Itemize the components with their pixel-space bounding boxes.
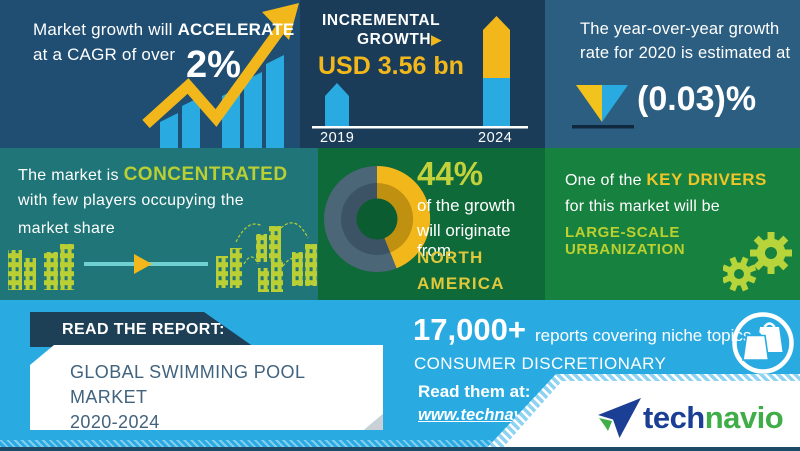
accelerate-text-line1: Market growth will ACCELERATE <box>33 20 294 40</box>
year-2024-label: 2024 <box>478 130 513 146</box>
key-drivers-highlight: KEY DRIVERS <box>646 170 767 189</box>
report-title-line2: 2020-2024 <box>70 412 160 432</box>
growth-origin-line2: will originate from <box>417 221 511 260</box>
connection-arcs <box>235 222 309 267</box>
panel-incremental-growth: INCREMENTAL GROWTH▶ USD 3.56 bn 2019 202… <box>300 0 545 148</box>
report-title: GLOBAL SWIMMING POOL MARKET 2020-2024 <box>70 360 383 435</box>
incremental-title-line2: GROWTH▶ <box>357 31 442 49</box>
concentrated-line3: market share <box>18 220 115 237</box>
incremental-title-line1: INCREMENTAL <box>322 12 441 29</box>
concentrated-line2: with few players occupying the <box>18 192 244 209</box>
building-cluster-left <box>8 244 74 290</box>
year-2019-label: 2019 <box>320 130 355 146</box>
yoy-value: (0.03)% <box>637 80 757 118</box>
bottom-border-line <box>0 447 800 451</box>
read-report-banner: READ THE REPORT: <box>30 312 254 347</box>
logo-text-navio: navio <box>704 400 784 435</box>
growth-word: GROWTH <box>357 31 432 48</box>
concentrated-highlight: CONCENTRATED <box>123 164 288 185</box>
key-driver-value: LARGE-SCALE URBANIZATION <box>565 224 686 258</box>
region-america: AMERICA <box>417 274 505 293</box>
building-cluster-right <box>216 226 317 292</box>
key-drivers-line2: for this market will be <box>565 198 720 215</box>
incremental-growth-bar-chart <box>312 16 528 129</box>
accelerate-text-line2: at a CAGR of over <box>33 45 176 64</box>
bottom-hatch-strip <box>0 440 800 448</box>
donut-chart-44-percent <box>324 165 431 272</box>
concentrated-line1: The market is CONCENTRATED <box>18 164 288 186</box>
key-drivers-line1: One of the KEY DRIVERS <box>565 170 767 190</box>
technavio-logo[interactable]: technavio <box>595 396 784 440</box>
rising-bars-arrow-chart <box>142 3 299 148</box>
panel-growth-origin: 44% of the growth will originate from NO… <box>318 148 545 300</box>
concentrated-lead: The market is <box>18 167 124 184</box>
panel-market-concentrated: The market is CONCENTRATED with few play… <box>0 148 318 300</box>
trend-arrow-icon <box>262 3 299 40</box>
reports-count-caption: reports covering niche topics <box>535 326 752 345</box>
read-them-at-label: Read them at: <box>418 382 531 401</box>
category-label: CONSUMER DISCRETIONARY <box>414 354 667 373</box>
shopping-bags-icon <box>732 312 794 374</box>
key-drivers-lead: One of the <box>565 172 647 189</box>
panel-key-drivers: One of the KEY DRIVERS for this market w… <box>545 148 800 300</box>
cagr-value: 2% <box>186 44 241 86</box>
right-arrow-icon: ▶ <box>431 32 442 47</box>
decline-triangle-icon <box>572 85 634 129</box>
logo-text-tech: tech <box>643 400 705 435</box>
gears-icon <box>723 232 792 292</box>
region-north: NORTH <box>417 248 484 267</box>
reports-count: 17,000+ <box>413 312 526 347</box>
city-buildings-graphic <box>8 222 317 292</box>
flow-arrow-icon <box>134 254 152 274</box>
growth-origin-percent: 44% <box>417 155 484 192</box>
accelerate-lead: Market growth will <box>33 20 178 39</box>
yoy-text-line1: The year-over-year growth <box>580 20 780 38</box>
panel-cagr-accelerate: Market growth will ACCELERATE at a CAGR … <box>0 0 300 148</box>
read-report-label: READ THE REPORT: <box>62 321 225 338</box>
footer-section: READ THE REPORT: GLOBAL SWIMMING POOL MA… <box>0 300 800 451</box>
report-title-card: GLOBAL SWIMMING POOL MARKET 2020-2024 <box>30 345 383 430</box>
accelerate-highlight: ACCELERATE <box>177 20 295 39</box>
panel-yoy-growth: The year-over-year growth rate for 2020 … <box>545 0 800 148</box>
technavio-wordmark: technavio <box>643 396 784 440</box>
incremental-value: USD 3.56 bn <box>318 52 464 80</box>
growth-origin-line1: of the growth <box>417 196 516 215</box>
report-title-line1: GLOBAL SWIMMING POOL MARKET <box>70 362 305 407</box>
technavio-dart-icon <box>598 398 641 438</box>
yoy-text-line2: rate for 2020 is estimated at <box>580 44 791 62</box>
